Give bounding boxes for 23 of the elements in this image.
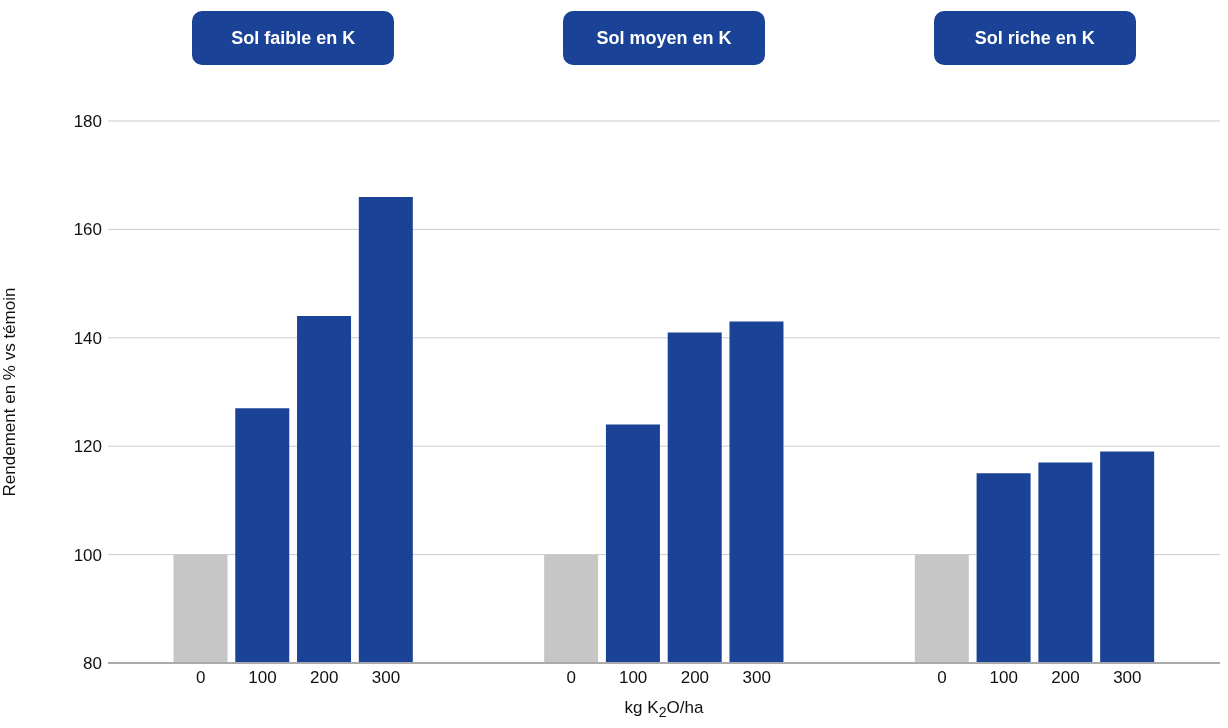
y-axis-title: Rendement en % vs témoin xyxy=(0,286,20,499)
text: Sol faible en K xyxy=(192,11,395,65)
x-tick-label: 300 xyxy=(1113,668,1142,688)
y-tick-label: 160 xyxy=(73,220,102,240)
y-tick-label: 80 xyxy=(83,654,102,674)
y-tick-label: 180 xyxy=(73,112,102,132)
x-tick-label: 200 xyxy=(1051,668,1080,688)
x-tick-label: 300 xyxy=(371,668,401,688)
x-tick-label: 100 xyxy=(989,668,1018,688)
y-tick-label: 140 xyxy=(73,328,102,348)
x-tick-label: 300 xyxy=(742,668,771,688)
x-tick-label: 0 xyxy=(937,668,947,688)
x-tick-label: 100 xyxy=(248,668,277,688)
y-tick-label: 120 xyxy=(73,437,102,457)
x-tick-label: 100 xyxy=(618,668,648,688)
x-tick-label: 0 xyxy=(195,668,206,688)
x-tick-label: 0 xyxy=(566,668,577,688)
text: Sol riche en K xyxy=(933,11,1136,65)
x-tick-label: 200 xyxy=(680,668,710,688)
y-tick-label: 100 xyxy=(73,545,102,565)
x-axis-title: kg K$_{2}$O/ha xyxy=(623,698,705,721)
text: Sol moyen en K xyxy=(563,11,765,65)
x-tick-label: 200 xyxy=(310,668,339,688)
